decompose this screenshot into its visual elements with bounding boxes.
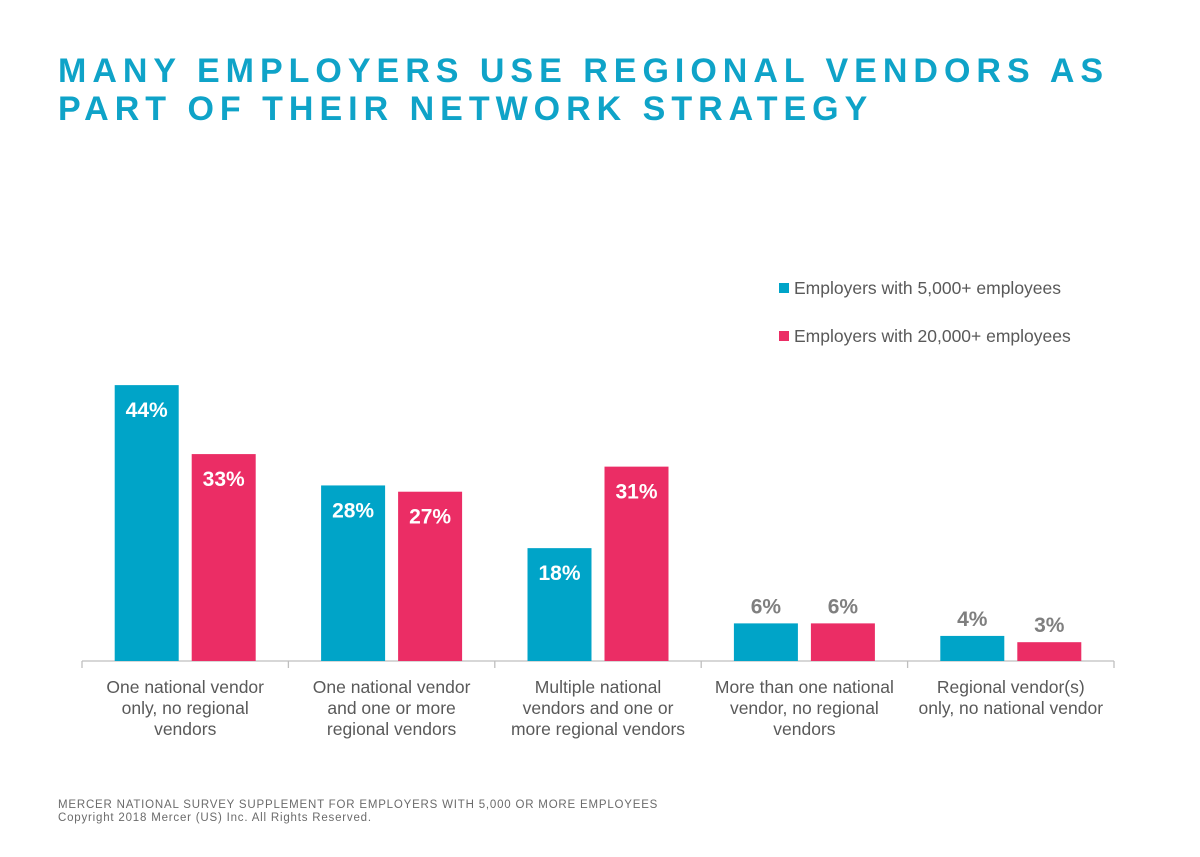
- bar-series-2-5: [1017, 642, 1082, 661]
- data-label: 3%: [1034, 614, 1065, 637]
- footer-copyright: Copyright 2018 Mercer (US) Inc. All Righ…: [58, 812, 372, 824]
- x-tick-label: only, no regional: [122, 698, 249, 718]
- chart-title: MANY EMPLOYERS USE REGIONAL VENDORS AS P…: [58, 52, 1158, 128]
- legend-label-2: Employers with 20,000+ employees: [794, 326, 1071, 346]
- bar-series-2-2: [398, 491, 463, 661]
- legend-swatch-1: [779, 283, 789, 293]
- data-label: 4%: [957, 608, 988, 631]
- bar-series-1-1: [114, 385, 179, 661]
- x-tick-label: and one or more: [327, 698, 455, 718]
- x-tick-label: only, no national vendor: [919, 698, 1104, 718]
- chart-title-line-1: MANY EMPLOYERS USE REGIONAL VENDORS AS: [58, 52, 1110, 90]
- x-tick-label: vendors: [154, 719, 217, 739]
- bar-series-1-4: [733, 623, 798, 661]
- x-tick-label: One national vendor: [313, 677, 471, 697]
- data-label: 31%: [615, 481, 657, 504]
- data-label: 6%: [751, 595, 782, 618]
- x-tick-label: more regional vendors: [511, 719, 685, 739]
- data-label: 28%: [332, 499, 374, 522]
- data-label: 18%: [538, 562, 580, 585]
- legend-swatch-2: [779, 331, 789, 341]
- x-tick-label: More than one national: [715, 677, 894, 697]
- legend-label-1: Employers with 5,000+ employees: [794, 278, 1061, 298]
- x-tick-label: vendors: [773, 719, 836, 739]
- chart-title-line-2: PART OF THEIR NETWORK STRATEGY: [58, 90, 874, 128]
- data-label: 27%: [409, 506, 451, 529]
- x-tick-label: regional vendors: [327, 719, 457, 739]
- x-tick-label: vendor, no regional: [730, 698, 879, 718]
- x-tick-label: Regional vendor(s): [937, 677, 1085, 697]
- bar-series-2-4: [810, 623, 875, 661]
- footer-source: MERCER NATIONAL SURVEY SUPPLEMENT FOR EM…: [58, 799, 659, 811]
- bar-series-1-5: [940, 635, 1005, 661]
- x-tick-label: Multiple national: [535, 677, 661, 697]
- footer: MERCER NATIONAL SURVEY SUPPLEMENT FOR EM…: [58, 799, 658, 825]
- bar-series-1-3: [527, 548, 592, 661]
- data-label: 33%: [203, 468, 245, 491]
- bar-series-2-1: [191, 454, 256, 661]
- bar-series-2-3: [604, 466, 669, 661]
- data-label: 44%: [126, 399, 168, 422]
- x-tick-label: vendors and one or: [523, 698, 674, 718]
- data-label: 6%: [828, 595, 859, 618]
- bar-series-1-2: [321, 485, 386, 661]
- x-tick-label: One national vendor: [106, 677, 264, 697]
